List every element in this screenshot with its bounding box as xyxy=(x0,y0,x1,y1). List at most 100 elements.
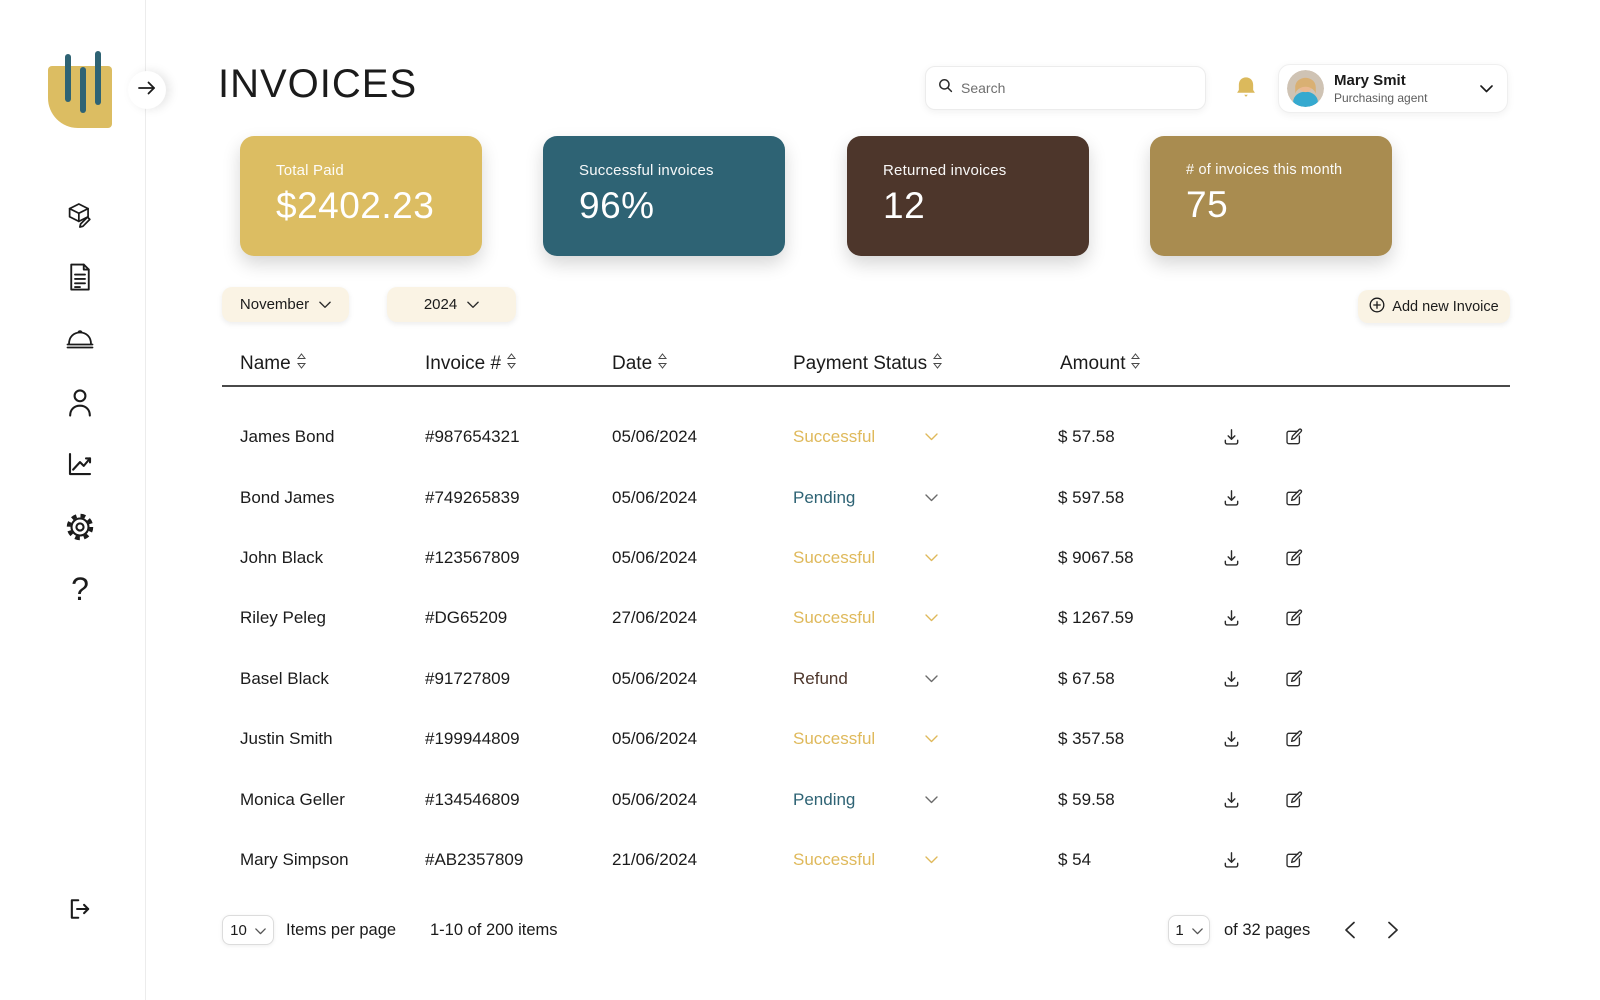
items-per-page-dropdown[interactable]: 10 xyxy=(222,915,274,945)
edit-invoice-button[interactable] xyxy=(1284,548,1303,567)
table-row: Riley Peleg #DG65209 27/06/2024 Successf… xyxy=(222,588,1510,648)
settings-gear-icon xyxy=(64,511,96,543)
invoice-amount: $ 54 xyxy=(1058,849,1092,869)
chart-icon xyxy=(65,449,95,479)
invoice-document-icon xyxy=(66,262,94,292)
sort-icon xyxy=(658,353,668,375)
edit-invoice-button[interactable] xyxy=(1284,669,1303,688)
invoice-number: #199944809 xyxy=(425,729,520,749)
chevron-down-icon[interactable] xyxy=(925,433,938,441)
notification-bell-button[interactable] xyxy=(1233,74,1259,102)
plus-circle-icon xyxy=(1369,297,1385,317)
invoice-date: 27/06/2024 xyxy=(612,608,698,628)
invoice-number: #123567809 xyxy=(425,547,520,567)
download-invoice-button[interactable] xyxy=(1222,790,1241,809)
edit-invoice-button[interactable] xyxy=(1284,850,1303,869)
sidebar-item-products[interactable] xyxy=(63,198,97,232)
search-input[interactable] xyxy=(961,80,1193,96)
download-invoice-button[interactable] xyxy=(1222,730,1241,749)
add-new-invoice-button[interactable]: Add new Invoice xyxy=(1358,290,1510,323)
next-page-button[interactable] xyxy=(1387,921,1405,939)
column-header-payment-status[interactable]: Payment Status xyxy=(793,350,943,378)
payment-status-value[interactable]: Successful xyxy=(793,608,876,628)
search-icon xyxy=(938,78,961,98)
column-label: Amount xyxy=(1060,353,1126,374)
invoice-name: Justin Smith xyxy=(240,729,333,749)
chevron-down-icon[interactable] xyxy=(925,795,938,804)
user-profile-menu[interactable]: Mary Smit Purchasing agent xyxy=(1278,64,1508,113)
sidebar-item-logout[interactable] xyxy=(63,892,97,926)
brand-logo xyxy=(48,51,112,128)
stat-label: # of invoices this month xyxy=(1186,162,1343,178)
download-invoice-button[interactable] xyxy=(1222,850,1241,869)
download-invoice-button[interactable] xyxy=(1222,428,1241,447)
sidebar-item-settings[interactable] xyxy=(63,510,97,544)
invoice-number: #91727809 xyxy=(425,668,511,688)
month-dropdown[interactable]: November xyxy=(222,287,349,322)
payment-status-value[interactable]: Successful xyxy=(793,849,876,869)
payment-status-value[interactable]: Pending xyxy=(793,487,856,507)
sidebar-item-analytics[interactable] xyxy=(63,447,97,481)
invoice-number: #749265839 xyxy=(425,487,520,507)
sidebar-item-help[interactable]: ? xyxy=(63,572,97,606)
invoice-date: 05/06/2024 xyxy=(612,789,698,809)
sidebar-item-invoices[interactable] xyxy=(63,260,97,294)
page-number-dropdown[interactable]: 1 xyxy=(1168,915,1210,945)
invoice-name: Bond James xyxy=(240,487,335,507)
sidebar-item-customers[interactable] xyxy=(63,385,97,419)
chevron-down-icon[interactable] xyxy=(925,856,938,864)
year-dropdown-value: 2024 xyxy=(423,296,458,313)
payment-status-value[interactable]: Pending xyxy=(793,789,856,809)
chevron-down-icon[interactable] xyxy=(925,675,938,683)
column-label: Name xyxy=(240,353,291,374)
page-number-value: 1 xyxy=(1175,921,1184,939)
items-range-label: 1-10 of 200 items xyxy=(430,921,558,939)
payment-status-value[interactable]: Successful xyxy=(793,427,876,447)
payment-status-value[interactable]: Refund xyxy=(793,668,848,688)
edit-invoice-button[interactable] xyxy=(1284,730,1303,749)
column-label: Invoice # xyxy=(425,353,502,374)
month-dropdown-value: November xyxy=(239,296,310,313)
download-invoice-button[interactable] xyxy=(1222,609,1241,628)
payment-status-value[interactable]: Successful xyxy=(793,547,876,567)
column-header-name[interactable]: Name xyxy=(240,350,306,378)
chevron-down-icon[interactable] xyxy=(925,614,938,622)
year-dropdown[interactable]: 2024 xyxy=(387,287,516,322)
column-header-invoice[interactable]: Invoice # xyxy=(425,350,517,378)
payment-status-value[interactable]: Successful xyxy=(793,729,876,749)
notification-bell-icon xyxy=(1233,77,1259,106)
download-invoice-button[interactable] xyxy=(1222,669,1241,688)
edit-invoice-button[interactable] xyxy=(1284,609,1303,628)
edit-invoice-button[interactable] xyxy=(1284,790,1303,809)
stat-value: $2402.23 xyxy=(276,185,435,226)
edit-invoice-button[interactable] xyxy=(1284,488,1303,507)
stat-card-invoices-this-month: # of invoices this month 75 xyxy=(1150,136,1392,256)
download-invoice-button[interactable] xyxy=(1222,488,1241,507)
chevron-down-icon[interactable] xyxy=(925,493,938,502)
previous-page-button[interactable] xyxy=(1344,921,1362,939)
download-invoice-button[interactable] xyxy=(1222,548,1241,567)
chevron-down-icon[interactable] xyxy=(925,554,938,562)
invoice-name: Basel Black xyxy=(240,668,329,688)
items-per-page-label: Items per page xyxy=(286,921,397,939)
table-row: Mary Simpson #AB2357809 21/06/2024 Succe… xyxy=(222,830,1510,870)
invoice-date: 05/06/2024 xyxy=(612,668,698,688)
edit-invoice-button[interactable] xyxy=(1284,428,1303,447)
avatar xyxy=(1287,70,1324,107)
chevron-left-icon xyxy=(1344,921,1356,943)
column-header-date[interactable]: Date xyxy=(612,350,668,378)
sidebar-collapse-button[interactable] xyxy=(128,71,166,109)
stat-value: 75 xyxy=(1186,184,1229,225)
column-header-amount[interactable]: Amount xyxy=(1060,350,1141,378)
table-row: Justin Smith #199944809 05/06/2024 Succe… xyxy=(222,709,1510,769)
sort-icon xyxy=(296,353,306,375)
table-row: John Black #123567809 05/06/2024 Success… xyxy=(222,528,1510,588)
stat-label: Successful invoices xyxy=(579,162,714,179)
sort-icon xyxy=(507,353,517,375)
table-row: Bond James #749265839 05/06/2024 Pending… xyxy=(222,467,1510,527)
sidebar-item-orders[interactable] xyxy=(63,322,97,356)
chevron-down-icon xyxy=(1191,922,1203,939)
table-row: Monica Geller #134546809 05/06/2024 Pend… xyxy=(222,769,1510,829)
chevron-down-icon[interactable] xyxy=(925,735,938,743)
